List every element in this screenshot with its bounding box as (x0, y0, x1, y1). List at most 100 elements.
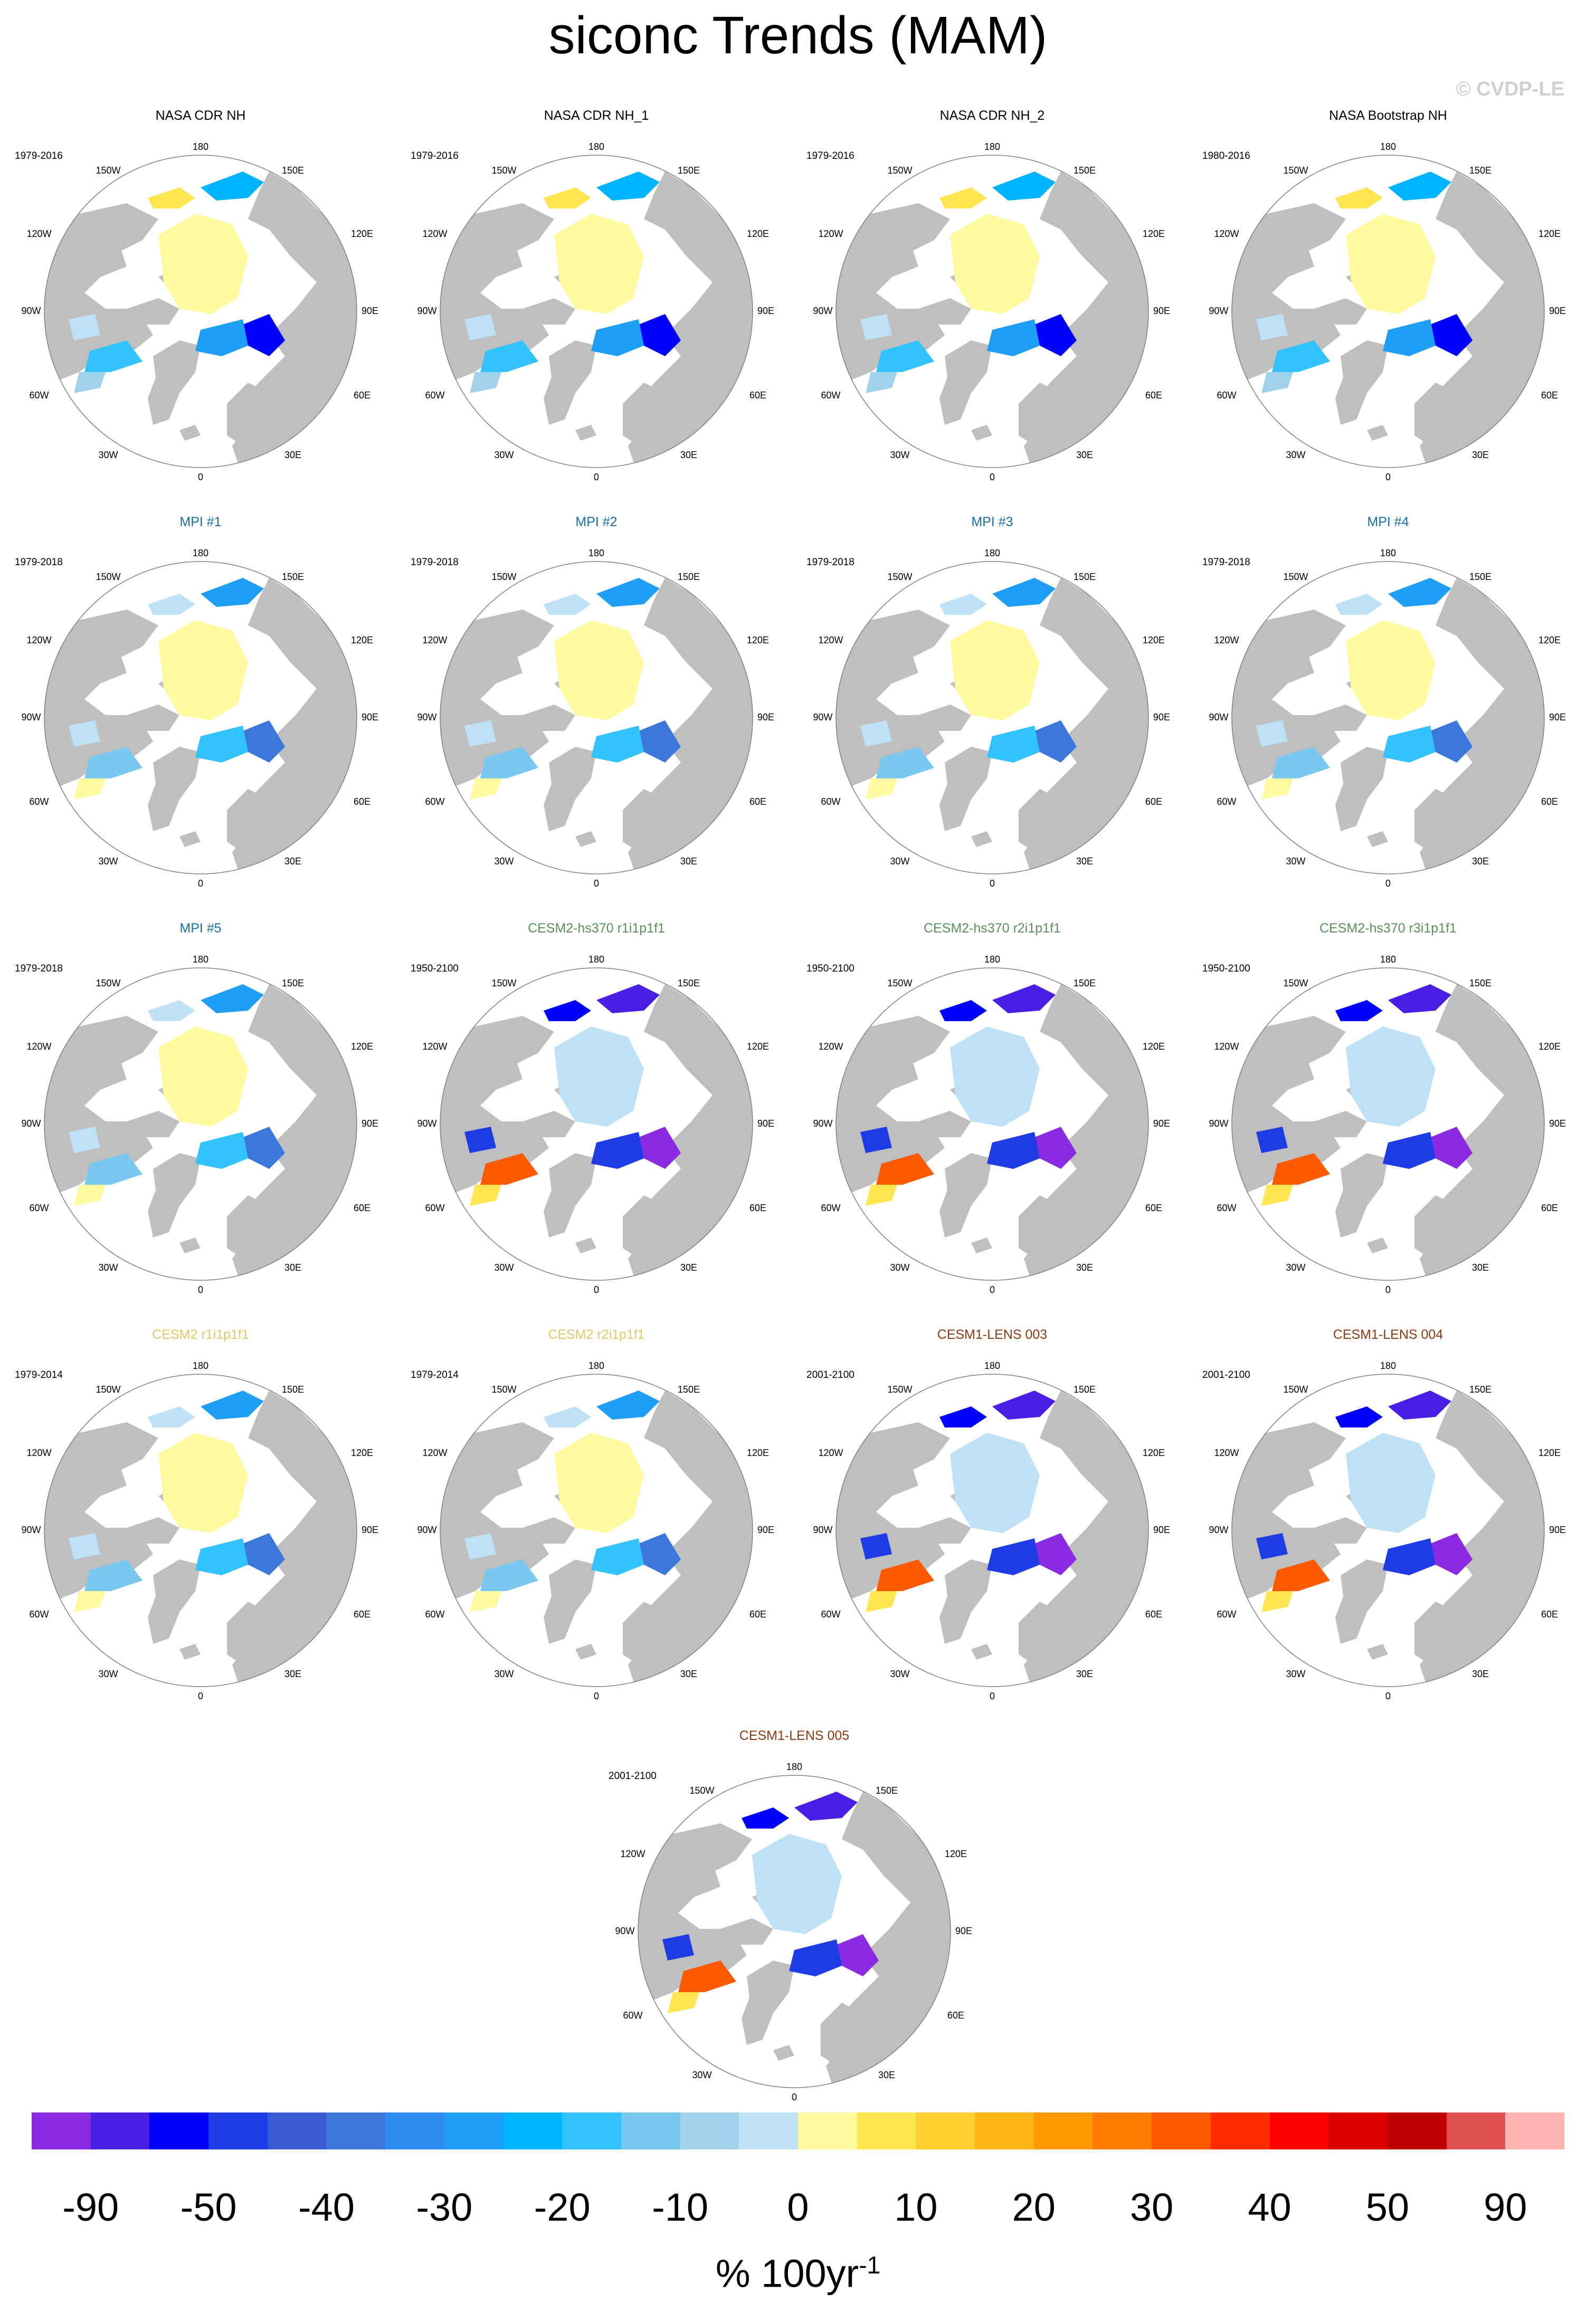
field-laptev-shelf (992, 172, 1056, 201)
land-north-america (1232, 203, 1346, 383)
longitude-label: 150W (689, 1785, 714, 1796)
field-east-siberian-shelf (148, 594, 195, 615)
longitude-label: 90E (757, 712, 774, 722)
longitude-label: 90W (813, 712, 832, 722)
units-label: % 100yr (715, 2251, 859, 2296)
field-fram-strait (987, 1132, 1040, 1169)
longitude-label: 150W (1283, 1384, 1308, 1395)
panel-years: 1950-2100 (1202, 963, 1250, 974)
longitude-label: 120W (422, 1448, 447, 1458)
longitude-label: 60E (1541, 796, 1558, 807)
longitude-label: 120E (1143, 229, 1165, 239)
land-north-america (440, 610, 554, 789)
longitude-label: 60E (1145, 796, 1162, 807)
longitude-label: 150W (887, 1384, 912, 1395)
longitude-label: 120E (945, 1849, 967, 1859)
longitude-label: 90E (362, 306, 378, 316)
field-barents-sea (243, 720, 285, 763)
longitude-label: 180 (984, 141, 1000, 152)
longitude-label: 150E (282, 1384, 304, 1395)
polar-map: 180 150W 150E 120W 120E 90W 90E 60W 60E 30W 30E 0 (1209, 548, 1566, 889)
longitude-label: 60W (425, 796, 444, 807)
longitude-label: 0 (990, 878, 995, 889)
panel-years: 1979-2018 (15, 557, 63, 568)
longitude-label: 60W (425, 1203, 444, 1213)
longitude-label: 120E (747, 1448, 769, 1458)
panel-years: 1979-2014 (411, 1369, 459, 1381)
colorbar-segment (32, 2112, 91, 2149)
polar-map: 180 150W 150E 120W 120E 90W 90E 60W 60E 30W 30E 0 (813, 141, 1170, 482)
field-labrador-sea (480, 1153, 538, 1185)
longitude-label: 150E (678, 1384, 700, 1395)
longitude-label: 180 (588, 1360, 604, 1371)
page-title: siconc Trends (MAM) (548, 6, 1048, 65)
field-labrador-south (74, 372, 106, 393)
longitude-label: 30W (692, 2070, 711, 2080)
field-barents-sea (1034, 1533, 1077, 1575)
longitude-label: 0 (198, 472, 203, 482)
land-north-america (836, 1422, 950, 1602)
panel-years: 1950-2100 (411, 963, 459, 974)
field-laptev-shelf (992, 1391, 1056, 1420)
longitude-label: 30E (1472, 1262, 1489, 1273)
land-scandinavia (1414, 789, 1457, 852)
field-hudson-bay (69, 720, 100, 747)
longitude-label: 30E (680, 1669, 697, 1679)
longitude-label: 60W (623, 2010, 642, 2021)
polar-map: 180 150W 150E 120W 120E 90W 90E 60W 60E 30W 30E 0 (21, 1360, 378, 1701)
land-north-america (440, 1422, 554, 1602)
longitude-label: 180 (1380, 141, 1396, 152)
longitude-label: 150W (491, 1384, 516, 1395)
longitude-label: 90E (757, 306, 774, 316)
panel-years: 1979-2016 (15, 150, 63, 161)
land-greenland (148, 747, 201, 831)
longitude-label: 90E (955, 1926, 972, 1936)
longitude-label: 0 (594, 1284, 599, 1295)
map-panel: 180 150W 150E 120W 120E 90W 90E 60W 60E 30W 30E 0 CE… (806, 1327, 1172, 1707)
panel-title: CESM2-hs370 r2i1p1f1 (924, 921, 1061, 936)
longitude-label: 120W (818, 229, 843, 239)
longitude-label: 60W (425, 390, 444, 401)
panel-title: CESM2 r2i1p1f1 (548, 1327, 645, 1342)
land-north-america (44, 1016, 158, 1195)
field-east-siberian-shelf (1335, 1406, 1383, 1428)
map-panel: 180 150W 150E 120W 120E 90W 90E 60W 60E 30W 30E 0 CE… (1202, 1327, 1568, 1707)
map-panel: 180 150W 150E 120W 120E 90W 90E 60W 60E 30W 30E 0 NA… (1202, 108, 1568, 488)
colorbar-tick-label: 50 (1365, 2185, 1410, 2229)
longitude-label: 30E (1076, 856, 1093, 867)
field-barents-sea (243, 1127, 285, 1169)
longitude-label: 150E (1074, 1384, 1096, 1395)
panel-years: 2001-2100 (1202, 1369, 1250, 1381)
longitude-label: 120E (1538, 1041, 1561, 1052)
colorbar-tick-label: -30 (416, 2185, 473, 2229)
longitude-label: 30E (1076, 1669, 1093, 1679)
longitude-label: 90W (813, 1525, 832, 1535)
panel-years: 1979-2018 (806, 557, 854, 568)
panel-years: 1979-2014 (15, 1369, 63, 1381)
field-laptev-shelf (992, 578, 1056, 607)
longitude-label: 120W (620, 1849, 645, 1859)
longitude-label: 30E (1076, 450, 1093, 460)
longitude-label: 90W (1209, 306, 1228, 316)
colorbar-segment (798, 2112, 858, 2149)
panel-title: CESM2 r1i1p1f1 (152, 1327, 249, 1342)
longitude-label: 90E (757, 1118, 774, 1129)
field-east-siberian-shelf (1335, 1000, 1383, 1021)
map-panel: 180 150W 150E 120W 120E 90W 90E 60W 60E 30W 30E 0 MP… (15, 515, 380, 894)
field-barents-sea (639, 314, 681, 356)
polar-map: 180 150W 150E 120W 120E 90W 90E 60W 60E 30W 30E 0 (615, 1762, 972, 2102)
longitude-label: 150W (491, 978, 516, 988)
land-scandinavia (1019, 1602, 1061, 1665)
longitude-label: 120E (747, 1041, 769, 1052)
longitude-label: 0 (990, 1691, 995, 1701)
field-laptev-shelf (596, 984, 660, 1013)
longitude-label: 120E (747, 635, 769, 645)
colorbar-segment (1269, 2112, 1329, 2149)
longitude-label: 30E (680, 1262, 697, 1273)
field-fram-strait (591, 1132, 644, 1169)
longitude-label: 90W (21, 1525, 41, 1535)
longitude-label: 120W (818, 635, 843, 645)
longitude-label: 90E (1153, 712, 1170, 722)
field-laptev-shelf (992, 984, 1056, 1013)
map-panel: 180 150W 150E 120W 120E 90W 90E 60W 60E 30W 30E 0 MP… (806, 515, 1172, 894)
